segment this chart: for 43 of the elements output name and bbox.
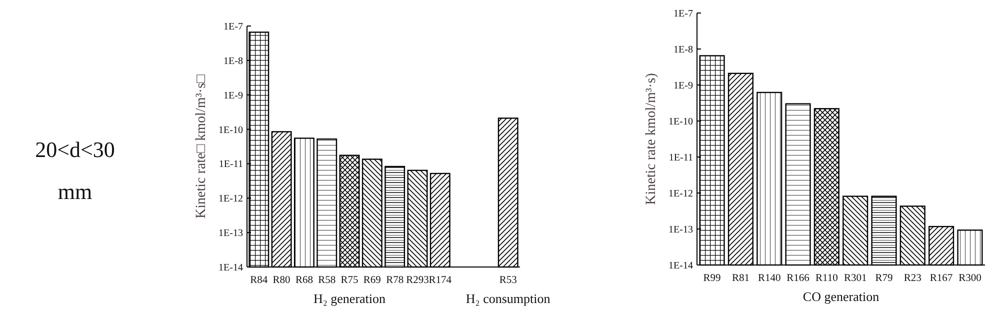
text: 20<d<30 xyxy=(35,137,115,162)
y-tick-label: 1E-10 xyxy=(668,116,693,128)
x-tick-label: R69 xyxy=(363,275,381,286)
x-tick-label: R99 xyxy=(703,273,721,284)
y-tick-label: 1E-10 xyxy=(218,124,243,136)
x-tick-label: R110 xyxy=(815,273,838,284)
x-tick-label: R80 xyxy=(272,275,290,286)
y-tick-label: 1E-14 xyxy=(668,260,693,272)
x-tick-label: R75 xyxy=(340,275,358,286)
y-tick-label: 1E-9 xyxy=(224,90,243,102)
y-tick-label: 1E-13 xyxy=(668,224,693,236)
text: H₂ consumption xyxy=(466,291,551,306)
x-tick-label: R293 xyxy=(406,275,429,286)
y-tick-label: 1E-13 xyxy=(218,228,243,240)
x-tick-label: R300 xyxy=(958,273,982,284)
y-tick-label: 1E-7 xyxy=(224,22,243,32)
y-tick-label: 1E-8 xyxy=(674,44,693,56)
y-tick-label: 1E-9 xyxy=(674,80,693,92)
y-tick-label: 1E-11 xyxy=(218,159,243,170)
y-tick-label: 1E-14 xyxy=(218,262,243,274)
y-axis-title: Kinetic rate kmol/m³·s) xyxy=(644,72,659,205)
y-tick-label: 1E-12 xyxy=(668,188,693,200)
x-tick-label: R68 xyxy=(295,275,313,286)
y-tick-label: 1E-7 xyxy=(674,8,693,20)
x-axis-title: CO generation xyxy=(802,289,880,304)
y-tick-label: 1E-8 xyxy=(224,56,243,67)
x-axis-title: H₂ generation xyxy=(313,291,386,306)
x-tick-label: R84 xyxy=(250,275,268,286)
y-tick-label: 1E-11 xyxy=(668,152,693,164)
x-tick-label: R166 xyxy=(786,273,810,284)
x-tick-label: R174 xyxy=(428,275,452,286)
x-tick-label: R53 xyxy=(499,275,517,286)
x-tick-label: R140 xyxy=(758,273,781,284)
text: mm xyxy=(58,179,92,204)
x-tick-label: R78 xyxy=(386,275,404,286)
x-tick-label: R23 xyxy=(904,273,922,284)
y-tick-label: 1E-12 xyxy=(218,194,243,205)
x-tick-label: R167 xyxy=(930,273,953,284)
x-tick-label: R301 xyxy=(844,273,867,284)
x-tick-label: R58 xyxy=(318,275,336,286)
x-tick-label: R79 xyxy=(875,273,893,284)
x-tick-label: R81 xyxy=(732,273,750,284)
y-axis-title: Kinetic rate□ kmol/m³·s□ xyxy=(194,74,209,218)
